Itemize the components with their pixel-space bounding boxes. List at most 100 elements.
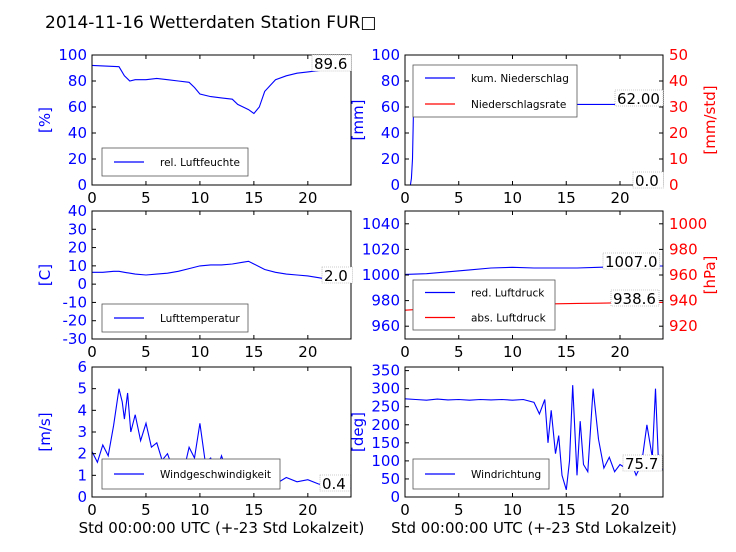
y-tick-label: 980 — [371, 292, 400, 310]
x-tick-label: 20 — [298, 189, 317, 207]
plot-frame — [91, 54, 352, 186]
x-tick-label: 5 — [141, 501, 151, 519]
plot-frame — [404, 54, 664, 186]
annotation-box — [614, 89, 664, 107]
legend-label: Windrichtung — [471, 469, 541, 481]
y-tick-label: 0 — [77, 176, 87, 194]
y-tick-label: 1000 — [362, 266, 400, 284]
x-tick-label: 0 — [87, 501, 97, 519]
y-axis-label: [m/s] — [36, 412, 54, 451]
series-line-temperature-0 — [92, 260, 351, 282]
y2-tick-label: 40 — [669, 72, 688, 90]
y-tick-label: 100 — [371, 46, 400, 64]
y2-tick-label: 980 — [669, 240, 698, 258]
panel-precipitation: 0 5 10 15 20 0 20 40 60 80 100 0 10 20 30 40 50 [mm] [mm/s… — [349, 46, 719, 207]
x-tick-label: 5 — [141, 343, 151, 361]
y-tick-label: 30 — [68, 220, 87, 238]
legend: kum. Niederschlag Niederschlagsrate — [412, 64, 578, 118]
y-tick-label: 20 — [381, 150, 400, 168]
y-tick-label: 0 — [77, 275, 87, 293]
legend-box — [412, 279, 556, 331]
value-annotation: 938.6 — [610, 289, 660, 308]
y-tick-label: 80 — [68, 72, 87, 90]
x-tick-label: 0 — [87, 343, 97, 361]
x-tick-label: 15 — [557, 189, 576, 207]
y-tick-label: 5 — [77, 380, 87, 398]
y2-axis-label: [mm/std] — [701, 85, 719, 154]
x-tick-label: 0 — [400, 501, 410, 519]
y2-axis-label: [hPa] — [701, 256, 719, 295]
annotation-text: 0.0 — [635, 172, 659, 190]
x-tick-label: 15 — [244, 189, 263, 207]
x-tick-label: 10 — [503, 501, 522, 519]
x-tick-label: 20 — [298, 343, 317, 361]
y-tick-label: 0 — [390, 176, 400, 194]
annotation-text: 938.6 — [613, 290, 656, 308]
y-tick-label: 0 — [77, 488, 87, 506]
y-tick-label: 350 — [371, 362, 400, 380]
x-tick-label: 20 — [610, 343, 629, 361]
y-tick-label: 100 — [58, 46, 87, 64]
x-tick-label: 5 — [454, 343, 464, 361]
y-axis-label: [%] — [36, 107, 54, 133]
legend-box — [412, 64, 578, 118]
x-tick-label: 10 — [190, 189, 209, 207]
y-tick-label: 40 — [68, 202, 87, 220]
y2-tick-label: 920 — [669, 317, 698, 335]
legend-label: rel. Luftfeuchte — [160, 157, 240, 169]
x-axis-label: Std 00:00:00 UTC (+-23 Std Lokalzeit) — [391, 519, 677, 537]
y-tick-label: -10 — [63, 293, 88, 311]
figure-title: 2014-11-16 Wetterdaten Station FUR□ — [45, 13, 376, 33]
x-tick-label: 5 — [454, 189, 464, 207]
legend: Windrichtung — [412, 458, 550, 490]
y-tick-label: 0 — [390, 488, 400, 506]
legend-label: Lufttemperatur — [160, 313, 240, 325]
legend-box — [101, 303, 249, 333]
y-tick-label: 40 — [68, 124, 87, 142]
series-line-humidity-0 — [92, 64, 351, 115]
y-tick-label: 60 — [68, 98, 87, 116]
y-tick-label: -30 — [63, 330, 88, 348]
x-tick-label: 20 — [610, 501, 629, 519]
y-tick-label: 200 — [371, 416, 400, 434]
y2-tick-label: 50 — [669, 46, 688, 64]
y2-tick-label: 0 — [669, 176, 679, 194]
panel-pressure: 0 5 10 15 20 960 980 1000 1020 1040 920 940 960 980 10… — [362, 210, 719, 361]
y-tick-label: 100 — [371, 452, 400, 470]
y-tick-label: 3 — [77, 423, 87, 441]
x-tick-label: 0 — [400, 343, 410, 361]
annotation-box — [622, 454, 663, 472]
x-tick-label: 10 — [190, 343, 209, 361]
annotation-box — [321, 266, 353, 284]
x-tick-label: 15 — [557, 343, 576, 361]
x-tick-label: 15 — [244, 501, 263, 519]
annotation-text: 2.0 — [324, 267, 348, 285]
series-line-wind-speed-0 — [92, 388, 351, 489]
y-tick-label: 60 — [381, 98, 400, 116]
annotation-box — [610, 289, 660, 307]
panel-humidity: 0 5 10 15 20 0 20 40 60 80 100 [%] rel. Luftfeuchte 8… — [36, 46, 352, 207]
legend: Lufttemperatur — [101, 303, 249, 333]
y-tick-label: 6 — [77, 358, 87, 376]
legend-label: abs. Luftdruck — [471, 313, 547, 325]
y-tick-label: 50 — [381, 470, 400, 488]
y-axis-label: [C] — [36, 264, 54, 286]
y-tick-label: 250 — [371, 398, 400, 416]
annotation-text: 1007.0 — [605, 253, 658, 271]
y-tick-label: 2 — [77, 445, 87, 463]
legend-label: kum. Niederschlag — [471, 73, 569, 85]
y-tick-label: 4 — [77, 401, 87, 419]
plot-frame — [404, 366, 664, 498]
y-tick-label: 1020 — [362, 240, 400, 258]
legend-label: Windgeschwindigkeit — [160, 469, 271, 481]
y-axis-label: [deg] — [349, 412, 367, 452]
value-annotation: 2.0 — [321, 266, 353, 285]
y-axis-label: [mm] — [349, 100, 367, 141]
y-tick-label: 80 — [381, 72, 400, 90]
value-annotation: 1007.0 — [602, 252, 661, 271]
y2-tick-label: 960 — [669, 266, 698, 284]
